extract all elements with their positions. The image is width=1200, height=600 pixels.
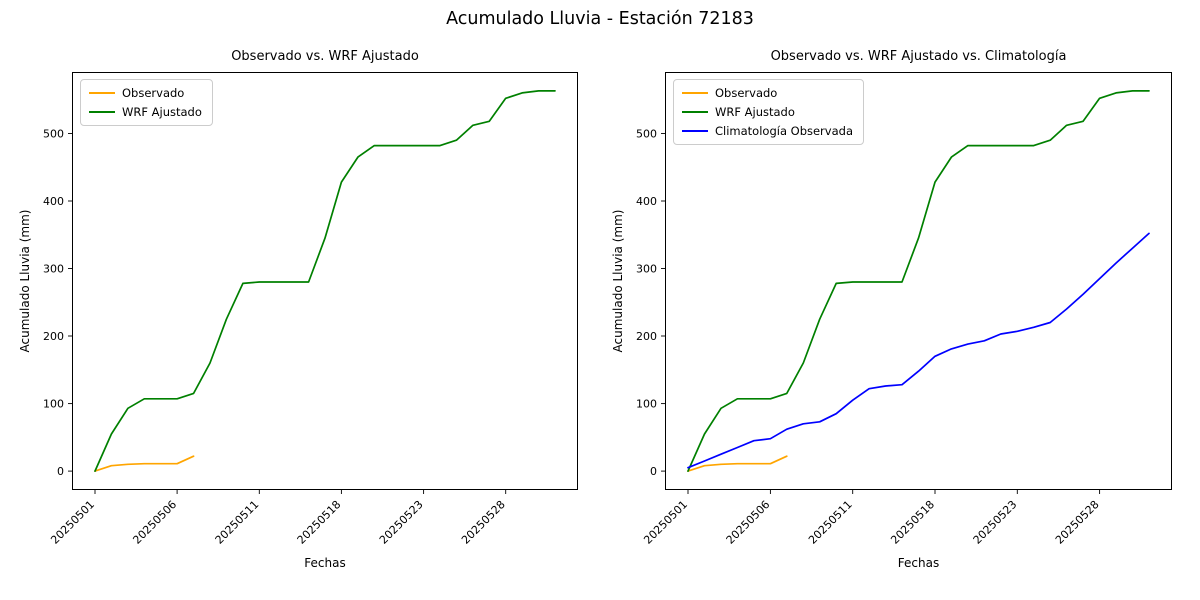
y-tick-label: 500 bbox=[43, 127, 64, 140]
y-tick-label: 100 bbox=[43, 397, 64, 410]
legend-item: Observado bbox=[89, 86, 202, 100]
y-tick-label: 400 bbox=[636, 195, 657, 208]
x-tick-label: 20250528 bbox=[459, 498, 508, 547]
series-line-observado bbox=[94, 455, 195, 472]
x-tick-label: 20250523 bbox=[377, 498, 426, 547]
y-tick-label: 200 bbox=[43, 330, 64, 343]
series-line-observado bbox=[687, 455, 788, 472]
axes-frame bbox=[72, 72, 578, 490]
legend-label: WRF Ajustado bbox=[715, 105, 795, 119]
left-legend: Observado WRF Ajustado bbox=[80, 79, 213, 126]
legend-line-sample bbox=[682, 92, 708, 94]
legend-label: WRF Ajustado bbox=[122, 105, 202, 119]
axes-frame bbox=[665, 72, 1172, 490]
series-line-climatolog-a-observada bbox=[687, 232, 1150, 469]
x-tick-label: 20250501 bbox=[48, 498, 97, 547]
legend-label: Observado bbox=[122, 86, 185, 100]
legend-line-sample bbox=[682, 130, 708, 132]
legend-item: WRF Ajustado bbox=[682, 105, 853, 119]
right-subplot: Observado vs. WRF Ajustado vs. Climatolo… bbox=[611, 49, 1172, 570]
legend-item: WRF Ajustado bbox=[89, 105, 202, 119]
series-line-wrf-ajustado bbox=[687, 90, 1150, 472]
figure-title: Acumulado Lluvia - Estación 72183 bbox=[446, 9, 754, 29]
x-tick-label: 20250523 bbox=[971, 498, 1020, 547]
right-x-axis-label: Fechas bbox=[897, 556, 940, 570]
y-tick-label: 300 bbox=[43, 262, 64, 275]
x-tick-label: 20250518 bbox=[295, 498, 344, 547]
series-line-wrf-ajustado bbox=[94, 90, 556, 472]
x-tick-label: 20250518 bbox=[888, 498, 937, 547]
y-tick-label: 0 bbox=[57, 465, 64, 478]
legend-line-sample bbox=[682, 111, 708, 113]
x-tick-label: 20250506 bbox=[130, 498, 179, 547]
x-tick-label: 20250511 bbox=[806, 498, 855, 547]
y-tick-label: 300 bbox=[636, 262, 657, 275]
x-tick-label: 20250528 bbox=[1053, 498, 1102, 547]
y-tick-label: 200 bbox=[636, 330, 657, 343]
legend-item: Observado bbox=[682, 86, 853, 100]
y-tick-label: 100 bbox=[636, 397, 657, 410]
legend-label: Observado bbox=[715, 86, 778, 100]
y-tick-label: 400 bbox=[43, 195, 64, 208]
left-plot-title: Observado vs. WRF Ajustado bbox=[231, 49, 419, 64]
left-x-axis-label: Fechas bbox=[304, 556, 346, 570]
legend-label: Climatología Observada bbox=[715, 124, 853, 138]
right-plot-title: Observado vs. WRF Ajustado vs. Climatolo… bbox=[770, 49, 1067, 64]
legend-line-sample bbox=[89, 92, 115, 94]
right-y-axis-label: Acumulado Lluvia (mm) bbox=[611, 209, 625, 353]
left-y-axis-label: Acumulado Lluvia (mm) bbox=[18, 209, 32, 353]
y-tick-label: 0 bbox=[650, 465, 657, 478]
left-plot-canvas: 0 100 200 300 400 500 20250501 20250506 20250511… bbox=[43, 72, 578, 547]
y-tick-label: 500 bbox=[636, 127, 657, 140]
x-tick-label: 20250501 bbox=[641, 498, 690, 547]
right-legend: Observado WRF Ajustado Climatología Observ… bbox=[673, 79, 864, 145]
left-subplot: Observado vs. WRF Ajustado 0 100 200 300 400… bbox=[18, 49, 578, 570]
x-tick-label: 20250506 bbox=[724, 498, 773, 547]
legend-line-sample bbox=[89, 111, 115, 113]
legend-item: Climatología Observada bbox=[682, 124, 853, 138]
x-tick-label: 20250511 bbox=[213, 498, 262, 547]
